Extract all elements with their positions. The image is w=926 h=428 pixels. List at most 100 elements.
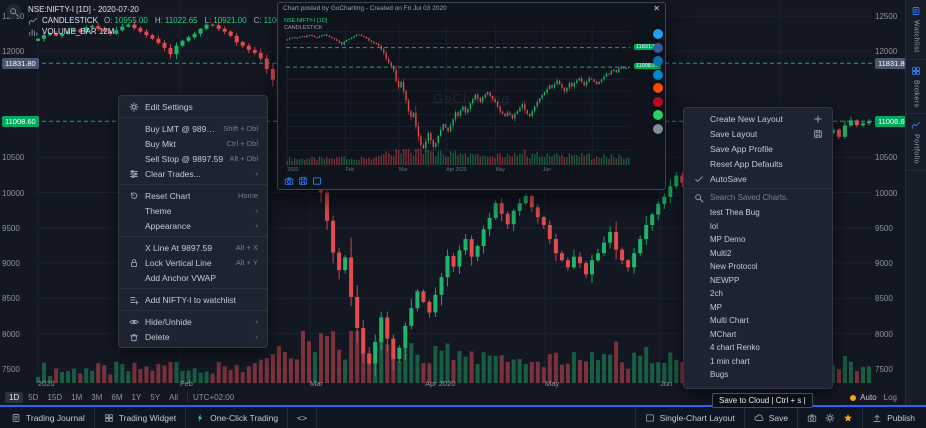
left-price-axis[interactable]: 1250012000105001000095009000850080007500… (2, 0, 39, 405)
price-label: 8000 (875, 329, 893, 339)
timeframe-button[interactable]: 15D (47, 393, 63, 402)
tab-watchlist[interactable]: Watchlist (906, 0, 926, 60)
saved-chart-item[interactable]: 4 chart Renko (710, 343, 760, 352)
log-scale-toggle[interactable]: Log (883, 393, 897, 402)
context-menu-item[interactable]: Buy Mkt Ctrl + Dbl (145, 138, 258, 149)
timeframe-button[interactable]: 6M (111, 393, 123, 402)
status-bar-button[interactable]: One-Click Trading (186, 407, 289, 428)
context-menu-item[interactable]: Sell Stop @ 9897.59 Alt + Dbl (145, 153, 258, 164)
context-menu-item[interactable]: X Line At 9897.59 Alt + X (145, 242, 258, 253)
telegram-icon[interactable] (653, 69, 663, 80)
timeframe-button[interactable]: 5D (28, 393, 39, 402)
status-bar-button[interactable]: Single-Chart Layout (634, 407, 744, 428)
menu-item-icon (693, 174, 704, 184)
linkedin-icon[interactable] (653, 56, 663, 66)
svg-text:2020: 2020 (287, 167, 298, 173)
twitter-icon[interactable] (653, 29, 663, 39)
saved-chart-item[interactable]: Bugs (710, 370, 729, 379)
layout-menu-item[interactable]: AutoSave (684, 171, 832, 186)
saved-chart-item[interactable]: test Thea Bug (710, 208, 760, 217)
side-tab-icon (911, 6, 921, 16)
star-icon[interactable] (843, 413, 853, 423)
saved-chart-item[interactable]: MChart (710, 329, 737, 339)
saved-chart-item[interactable]: MP (710, 302, 722, 312)
gear-icon[interactable] (825, 412, 835, 423)
context-menu-item[interactable]: Clear Trades... › (119, 166, 267, 181)
auto-scale-toggle[interactable]: Auto (860, 393, 877, 402)
context-menu-item[interactable]: Add Anchor VWAP (145, 272, 217, 283)
timeframe-button[interactable]: All (169, 393, 179, 402)
saved-chart-item[interactable]: Multi Chart (710, 316, 749, 325)
timezone-label[interactable]: UTC+02:00 (193, 393, 235, 402)
context-menu-item[interactable]: Delete › (119, 329, 267, 344)
context-menu-item[interactable]: Edit Settings (119, 99, 267, 114)
svg-text:Apr 2020: Apr 2020 (446, 167, 467, 173)
layout-menu-item[interactable]: Save Layout (684, 126, 832, 141)
timeframe-button[interactable]: 5Y (150, 393, 161, 402)
social-share-bar (653, 29, 663, 134)
right-price-axis[interactable]: 12500 12000 10500 10000 9500 9000 8500 8000 7500… (875, 0, 912, 405)
time-label: Apr 2020 (425, 379, 456, 388)
status-bar-button[interactable]: Save (743, 407, 797, 428)
volume-series-icon (28, 27, 38, 37)
chart-context-menu: Edit Settings Buy LMT @ 9897.59 Shift + … (118, 95, 268, 348)
context-menu-item[interactable] (119, 310, 267, 311)
timeframe-button[interactable]: 1Y (131, 393, 142, 402)
context-menu-item[interactable]: Hide/Unhide › (119, 314, 267, 329)
snapshot-icon[interactable] (284, 176, 294, 186)
search-placeholder: Search Saved Charts. (710, 193, 789, 202)
context-menu-item[interactable]: Buy LMT @ 9897.59 Shift + Dbl (145, 123, 258, 134)
timeframe-button[interactable]: 3M (91, 393, 103, 402)
timeframe-button[interactable]: 1M (71, 393, 83, 402)
context-menu-item[interactable] (119, 288, 267, 289)
layout-menu-item[interactable]: Save App Profile (710, 143, 773, 154)
status-bar-button-icon (754, 413, 764, 423)
search-saved-charts-input[interactable]: Search Saved Charts. (684, 188, 832, 206)
price-label: 9500 (2, 223, 20, 233)
pinterest-icon[interactable] (653, 96, 663, 107)
status-bar-button[interactable]: Trading Widget (95, 407, 187, 428)
saved-chart-item[interactable]: Multi2 (710, 248, 732, 258)
layout-menu-item[interactable]: Reset App Defaults (710, 158, 783, 169)
tab-portfolio[interactable]: Portfolio (906, 114, 926, 172)
context-menu-item[interactable]: Reset Chart Home (119, 188, 267, 203)
price-badge: 11831.80 (875, 58, 912, 70)
saved-chart-item[interactable]: NEWPP (710, 275, 740, 285)
context-menu-item[interactable]: Appearance › (145, 220, 258, 231)
divider (187, 393, 189, 402)
download-icon[interactable] (298, 176, 308, 186)
time-axis[interactable]: 2020 Feb Mar Apr 2020 May Jun (0, 379, 905, 390)
timeframe-buttons: 1D 5D 15D 1M 3M 6M 1Y 5Y All (5, 392, 182, 403)
publish-button[interactable]: Publish (862, 407, 924, 428)
saved-chart-item[interactable]: MP Demo (710, 235, 746, 244)
context-menu-item[interactable] (119, 236, 267, 237)
embed-icon[interactable] (312, 176, 322, 186)
mini-series-label: CANDLESTICK (284, 25, 323, 31)
price-label: 10500 (2, 153, 25, 163)
saved-chart-item[interactable]: 1 min chart (710, 356, 750, 366)
context-menu-item[interactable] (119, 117, 267, 118)
svg-text:Feb: Feb (346, 167, 355, 173)
context-menu-item[interactable]: Add NIFTY-I to watchlist (119, 292, 267, 307)
context-menu-item[interactable]: Theme › (145, 205, 258, 216)
layout-menu-item[interactable]: Create New Layout (684, 111, 832, 126)
email-icon[interactable] (653, 123, 663, 134)
saved-chart-item[interactable]: 2ch (710, 289, 723, 298)
facebook-icon[interactable] (653, 42, 663, 53)
popup-toolbar (284, 176, 322, 186)
tab-brokers[interactable]: Brokers (906, 60, 926, 115)
status-bar-button[interactable]: Trading Journal (2, 407, 95, 428)
saved-chart-item[interactable]: New Protocol (710, 262, 758, 271)
context-menu-item[interactable]: Lock Vertical Line Alt + Y (119, 255, 267, 270)
symbol-search-button[interactable] (6, 4, 21, 19)
close-icon[interactable]: ✕ (653, 4, 660, 13)
whatsapp-icon[interactable] (653, 110, 663, 120)
camera-icon[interactable] (807, 413, 817, 423)
reddit-icon[interactable] (653, 83, 663, 93)
saved-chart-item[interactable]: lol (710, 221, 719, 231)
status-bar-button[interactable]: <> (288, 407, 318, 428)
timeframe-button[interactable]: 1D (5, 392, 24, 403)
price-label: 10000 (875, 188, 898, 198)
context-menu-item[interactable] (119, 184, 267, 185)
